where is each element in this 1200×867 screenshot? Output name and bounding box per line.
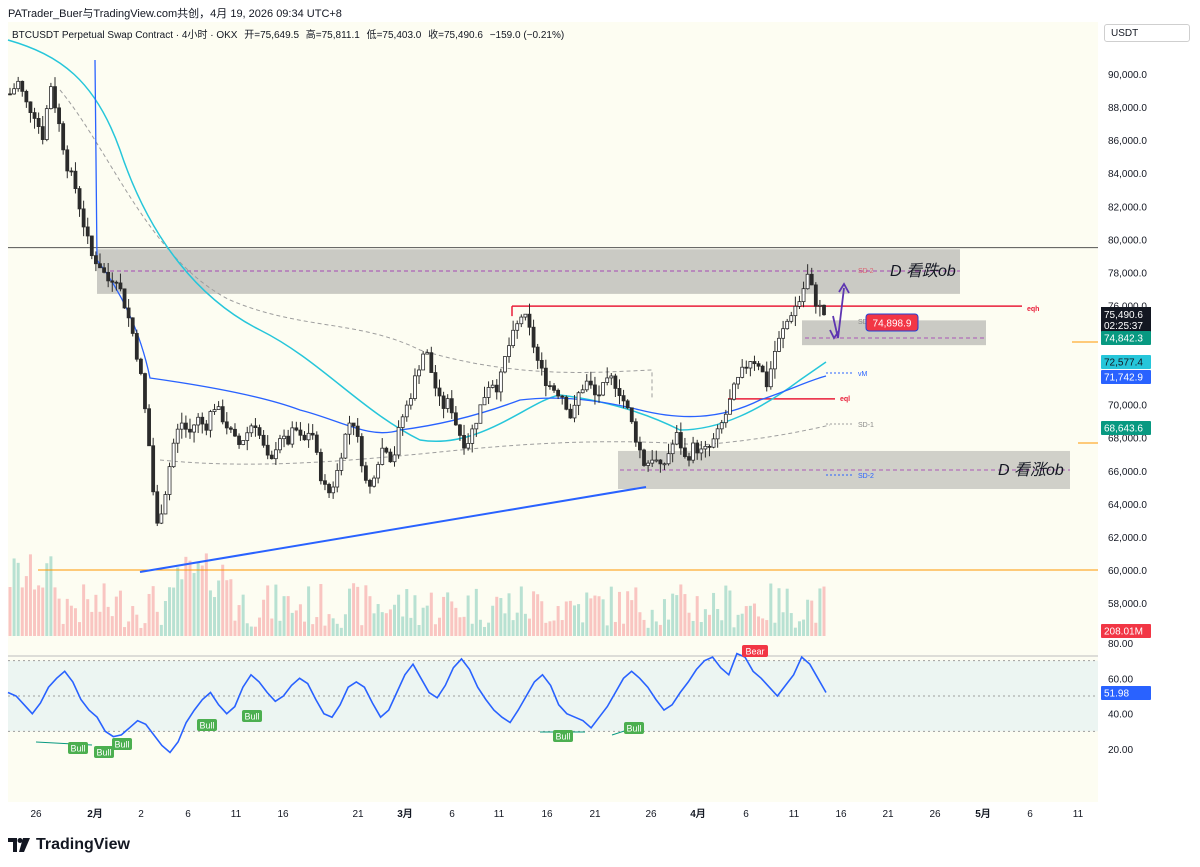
- price-axis[interactable]: [1098, 22, 1200, 802]
- x-tick-label: 11: [789, 809, 800, 820]
- x-tick-label: 2: [138, 809, 144, 820]
- symbol-title[interactable]: BTCUSDT Perpetual Swap Contract · 4小时 · …: [12, 30, 238, 41]
- currency-selector[interactable]: USDT: [1104, 24, 1190, 42]
- x-tick-label: 5月: [975, 808, 991, 820]
- top-bar: PATrader_Buer与TradingView.com共创，4月 19, 2…: [0, 0, 1200, 22]
- x-tick-label: 6: [1027, 809, 1033, 820]
- x-tick-label: 2月: [87, 808, 103, 820]
- x-tick-label: 3月: [397, 808, 413, 820]
- chart-credit: PATrader_Buer与TradingView.com共创，4月 19, 2…: [8, 8, 342, 20]
- x-tick-label: 16: [835, 809, 847, 820]
- tradingview-logo-icon: [8, 838, 30, 852]
- bottom-bar: [0, 826, 1200, 867]
- x-tick-label: 11: [1073, 809, 1084, 820]
- ohlc-close: 收=75,490.6: [428, 30, 483, 41]
- x-tick-label: 26: [30, 809, 42, 820]
- x-tick-label: 6: [449, 809, 455, 820]
- x-tick-label: 11: [231, 809, 242, 820]
- x-tick-label: 26: [645, 809, 657, 820]
- ohlc-change: −159.0 (−0.21%): [489, 30, 565, 41]
- ohlc-open: 开=75,649.5: [244, 30, 299, 41]
- x-tick-label: 26: [929, 809, 941, 820]
- symbol-legend: BTCUSDT Perpetual Swap Contract · 4小时 · …: [12, 26, 568, 41]
- x-tick-label: 21: [589, 809, 601, 820]
- x-tick-label: 4月: [690, 808, 706, 820]
- x-tick-label: 16: [277, 809, 289, 820]
- x-tick-label: 21: [882, 809, 894, 820]
- tradingview-wordmark: TradingView: [36, 836, 130, 853]
- x-tick-label: 21: [352, 809, 364, 820]
- ohlc-high: 高=75,811.1: [305, 30, 360, 41]
- chart-plot-area[interactable]: [8, 22, 1098, 802]
- x-tick-label: 11: [494, 809, 505, 820]
- x-tick-label: 16: [541, 809, 553, 820]
- tradingview-logo[interactable]: TradingView: [8, 836, 130, 854]
- x-tick-label: 6: [743, 809, 749, 820]
- ohlc-low: 低=75,403.0: [366, 30, 422, 41]
- x-tick-label: 6: [185, 809, 191, 820]
